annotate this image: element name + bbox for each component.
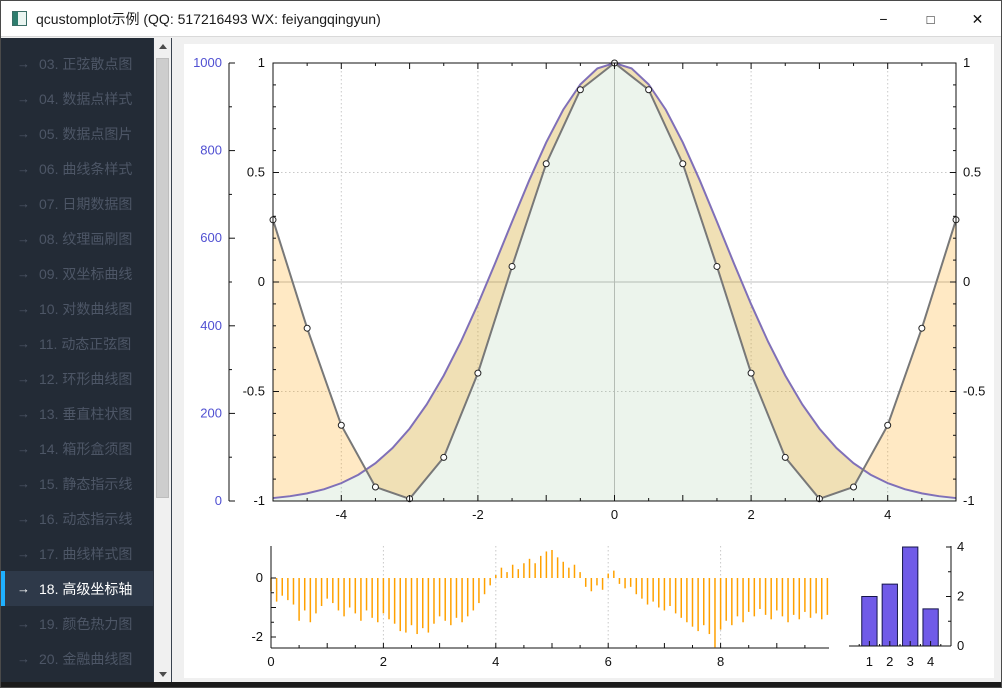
sidebar-item-17[interactable]: → 17. 曲线样式图 [1,536,153,571]
arrow-icon: → [17,301,30,316]
sidebar-item-20[interactable]: → 20. 金融曲线图 [1,641,153,676]
sidebar-item-label: 16. 动态指示线 [39,510,133,527]
arrow-icon: → [17,616,30,631]
sidebar-item-13[interactable]: → 13. 垂直柱状图 [1,396,153,431]
sidebar-item-12[interactable]: → 12. 环形曲线图 [1,361,153,396]
minimize-button[interactable]: − [879,11,888,27]
sidebar-item-03[interactable]: → 03. 正弦散点图 [1,46,153,81]
sidebar-item-label: 05. 数据点图片 [39,125,133,142]
sidebar-item-label: 13. 垂直柱状图 [39,405,133,422]
sidebar-item-label: 06. 曲线条样式 [39,160,133,177]
sidebar-item-07[interactable]: → 07. 日期数据图 [1,186,153,221]
sidebar-menu: → 03. 正弦散点图 → 04. 数据点样式 → 05. 数据点图片 → 06. 曲线条样式… [1,38,153,676]
arrow-icon: → [17,371,30,386]
sidebar-item-15[interactable]: → 15. 静态指示线 [1,466,153,501]
arrow-icon: → [17,476,30,491]
arrow-icon: → [17,651,30,666]
sidebar-item-label: 20. 金融曲线图 [39,650,133,667]
sidebar-item-label: 14. 箱形盒须图 [39,440,133,457]
close-button[interactable]: ✕ [971,10,984,27]
arrow-icon: → [17,196,30,211]
sidebar-item-label: 18. 高级坐标轴 [39,580,133,597]
arrow-icon: → [17,511,30,526]
sidebar-item-08[interactable]: → 08. 纹理画刷图 [1,221,153,256]
sidebar-item-09[interactable]: → 09. 双坐标曲线 [1,256,153,291]
sidebar-item-label: 07. 日期数据图 [39,195,133,212]
sidebar-item-04[interactable]: → 04. 数据点样式 [1,81,153,116]
arrow-icon: → [17,126,30,141]
sidebar-item-label: 11. 动态正弦图 [39,335,132,352]
arrow-icon: → [17,546,30,561]
app-icon [12,11,27,26]
scrollbar-up-icon[interactable] [154,38,171,54]
sidebar: → 03. 正弦散点图 → 04. 数据点样式 → 05. 数据点图片 → 06. 曲线条样式… [1,38,153,682]
sidebar-item-18[interactable]: → 18. 高级坐标轴 [1,571,153,606]
scrollbar-down-icon[interactable] [154,666,171,682]
arrow-icon: → [17,336,30,351]
arrow-icon: → [17,91,30,106]
arrow-icon: → [17,581,30,596]
sidebar-item-19[interactable]: → 19. 颜色热力图 [1,606,153,641]
sidebar-item-label: 03. 正弦散点图 [39,55,133,72]
content-panel [171,38,1001,682]
scrollbar-thumb[interactable] [156,58,169,498]
sidebar-item-16[interactable]: → 16. 动态指示线 [1,501,153,536]
maximize-button[interactable]: □ [926,11,935,27]
arrow-icon: → [17,266,30,281]
sidebar-item-label: 04. 数据点样式 [39,90,133,107]
sidebar-item-10[interactable]: → 10. 对数曲线图 [1,291,153,326]
sidebar-item-14[interactable]: → 14. 箱形盒须图 [1,431,153,466]
window-title: qcustomplot示例 (QQ: 517216493 WX: feiyang… [36,10,381,27]
arrow-icon: → [17,161,30,176]
sidebar-item-label: 10. 对数曲线图 [39,300,133,317]
sidebar-item-06[interactable]: → 06. 曲线条样式 [1,151,153,186]
sidebar-item-05[interactable]: → 05. 数据点图片 [1,116,153,151]
sidebar-item-label: 08. 纹理画刷图 [39,230,133,247]
sidebar-item-label: 19. 颜色热力图 [39,615,133,632]
arrow-icon: → [17,231,30,246]
arrow-icon: → [17,56,30,71]
sidebar-item-label: 12. 环形曲线图 [39,370,133,387]
sidebar-scrollbar[interactable] [153,38,170,682]
arrow-icon: → [17,441,30,456]
sidebar-item-label: 15. 静态指示线 [39,475,133,492]
sidebar-item-11[interactable]: → 11. 动态正弦图 [1,326,153,361]
titlebar: qcustomplot示例 (QQ: 517216493 WX: feiyang… [1,1,1001,37]
window-bottom-border [1,682,1001,687]
sidebar-item-label: 09. 双坐标曲线 [39,265,133,282]
sidebar-item-label: 17. 曲线样式图 [39,545,133,562]
arrow-icon: → [17,406,30,421]
qcustomplot-widget[interactable] [184,44,994,678]
